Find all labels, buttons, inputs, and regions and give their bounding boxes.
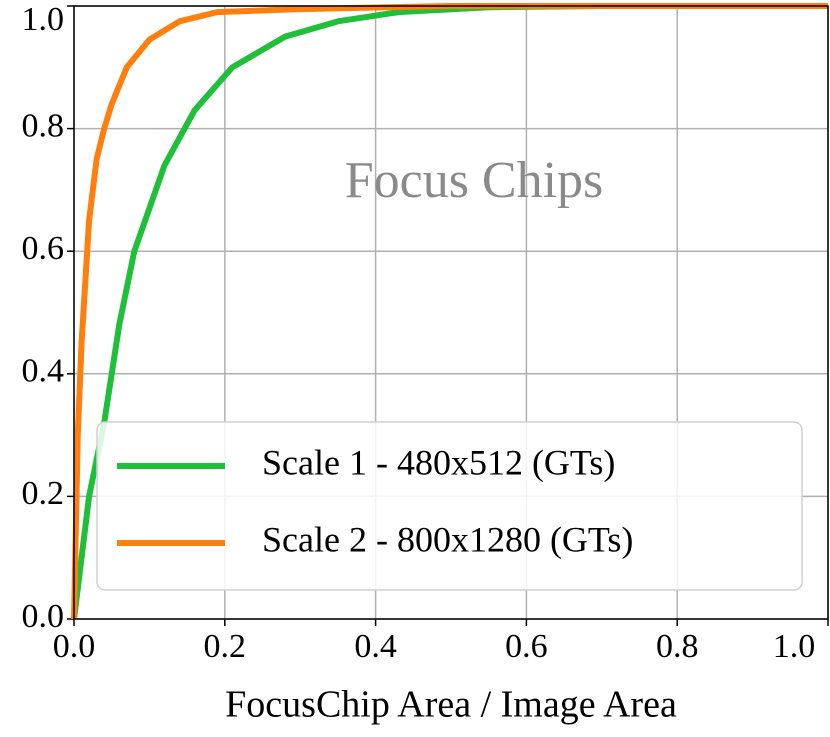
x-tick-label: 0.4 [354,628,397,665]
x-axis-label: FocusChip Area / Image Area [225,684,677,726]
x-tick-label: 1.0 [773,628,816,665]
y-tick-label: 0.2 [22,475,65,512]
legend-label: Scale 1 - 480x512 (GTs) [262,442,615,482]
y-tick-label: 0.6 [22,230,65,267]
y-tick-label: 0.8 [22,107,65,144]
x-tick-label: 0.2 [204,628,247,665]
x-tick-label: 0.0 [53,628,96,665]
x-tick-label: 0.8 [656,628,699,665]
legend: Scale 1 - 480x512 (GTs) Scale 2 - 800x128… [96,421,803,591]
annotation: Focus Chips [345,152,604,209]
line [71,3,828,620]
legend-label: Scale 2 - 800x1280 (GTs) [262,519,633,559]
y-tick-label: 0.4 [22,353,65,390]
axes-frame [73,5,829,620]
legend-box [96,421,803,591]
x-tick-label: 0.6 [505,628,548,665]
y-tick-label: 0.0 [22,598,65,635]
y-tick-label: 1.0 [22,1,65,38]
